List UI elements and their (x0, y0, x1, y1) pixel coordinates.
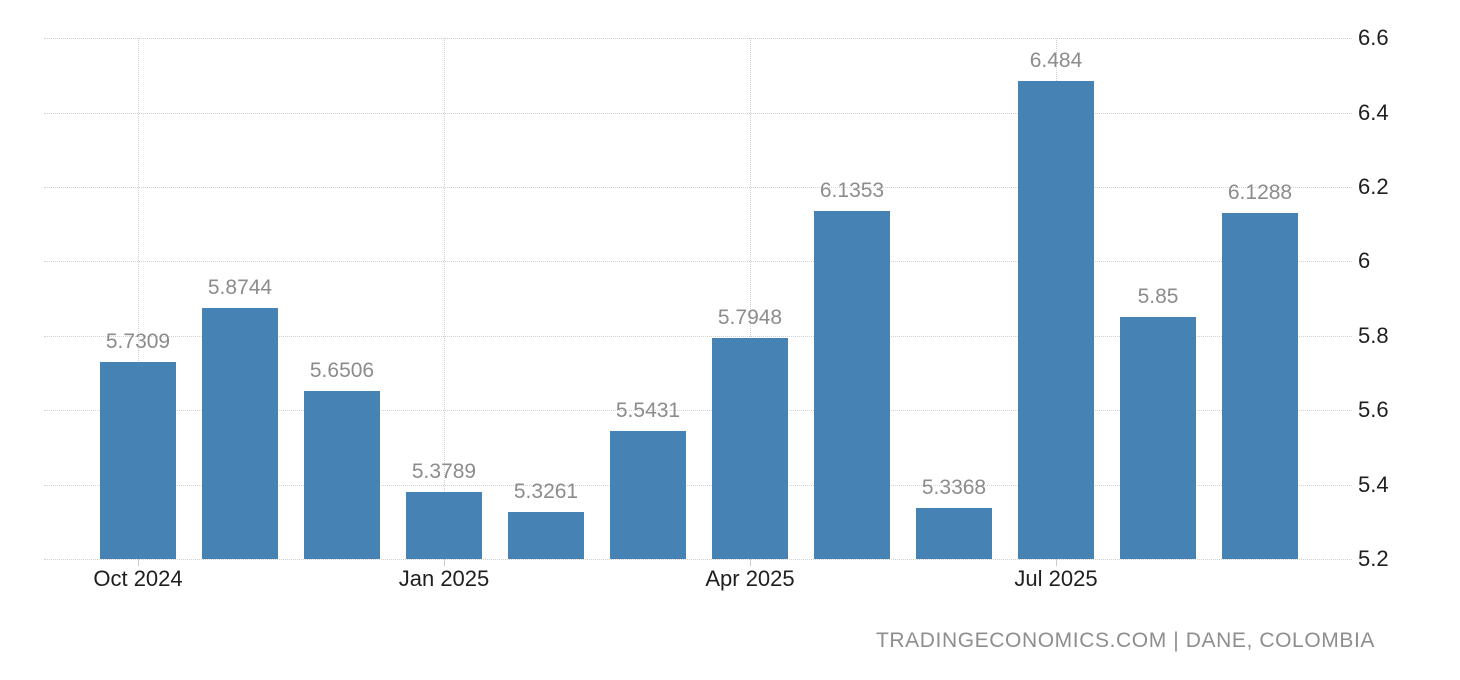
vertical-gridline (138, 38, 139, 559)
data-bar[interactable] (406, 492, 482, 559)
data-bar[interactable] (304, 391, 380, 559)
horizontal-gridline (44, 38, 1352, 40)
x-axis-tick-label: Jul 2025 (1014, 566, 1098, 591)
bar-value-label: 5.7948 (717, 305, 783, 329)
bar-value-label: 5.3789 (411, 460, 477, 484)
horizontal-gridline (44, 187, 1352, 188)
data-bar[interactable] (202, 308, 278, 559)
y-axis-tick-label: 6.6 (1358, 25, 1389, 51)
horizontal-gridline (44, 112, 1352, 114)
y-axis-tick-label: 5.8 (1358, 322, 1389, 348)
bar-value-label: 5.6506 (309, 359, 375, 383)
data-bar[interactable] (712, 337, 788, 559)
bar-value-label: 5.3261 (513, 480, 579, 504)
vertical-gridline (444, 38, 445, 559)
bar-value-label: 5.7309 (105, 329, 171, 353)
bar-value-label: 6.484 (1029, 49, 1083, 73)
data-bar[interactable] (916, 508, 992, 559)
bar-value-label: 6.1353 (819, 179, 885, 203)
horizontal-gridline (44, 410, 1352, 412)
y-axis-tick-label: 5.6 (1358, 397, 1389, 423)
vertical-gridline (750, 38, 751, 559)
data-bar[interactable] (100, 361, 176, 559)
bar-value-label: 5.85 (1137, 285, 1179, 309)
data-bar[interactable] (1018, 81, 1094, 559)
y-axis-tick-label: 5.4 (1358, 471, 1389, 497)
data-bar[interactable] (814, 211, 890, 559)
bar-value-label: 6.1288 (1227, 181, 1293, 205)
x-axis-tick-mark (750, 559, 751, 566)
bar-value-label: 5.3368 (921, 476, 987, 500)
data-bar[interactable] (508, 512, 584, 559)
horizontal-gridline (44, 484, 1352, 486)
attribution-text: TRADINGECONOMICS.COM | DANE, COLOMBIA (875, 629, 1375, 652)
y-axis-tick-label: 6 (1358, 248, 1371, 274)
x-axis-tick-mark (138, 559, 139, 566)
y-axis-tick-label: 6.4 (1358, 99, 1389, 125)
x-axis-tick-label: Oct 2024 (93, 566, 183, 591)
bar-value-label: 5.5431 (615, 399, 681, 423)
data-bar[interactable] (1120, 317, 1196, 559)
bar-value-label: 5.8744 (207, 276, 273, 300)
data-bar[interactable] (1222, 213, 1298, 559)
horizontal-gridline (44, 261, 1352, 263)
horizontal-gridline (44, 559, 1352, 560)
y-axis-tick-label: 6.2 (1358, 174, 1389, 199)
x-axis-tick-label: Jan 2025 (398, 566, 490, 591)
x-axis-tick-mark (444, 559, 445, 566)
x-axis-tick-mark (1056, 559, 1057, 566)
y-axis-tick-label: 5.2 (1358, 546, 1389, 571)
horizontal-gridline (44, 335, 1352, 337)
x-axis-tick-label: Apr 2025 (705, 566, 795, 591)
data-bar[interactable] (610, 431, 686, 559)
